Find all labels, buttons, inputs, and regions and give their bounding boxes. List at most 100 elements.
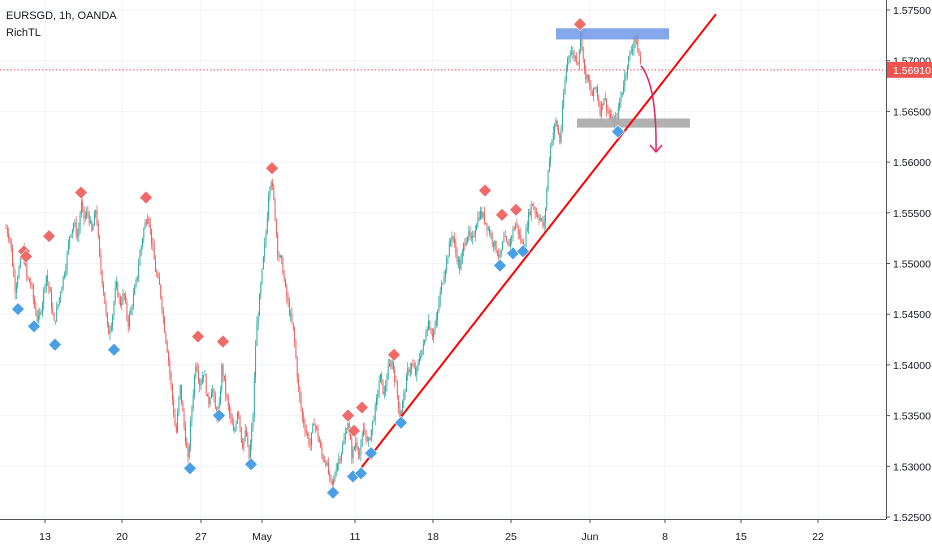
candle <box>632 43 634 56</box>
candle-body <box>535 212 537 215</box>
candle-body <box>199 379 201 386</box>
candle <box>135 277 137 289</box>
swing-high-marker <box>355 400 369 415</box>
candle <box>363 422 364 437</box>
candle <box>435 312 437 328</box>
candle-body <box>593 87 595 96</box>
candle <box>439 287 441 308</box>
candle-body <box>225 379 227 395</box>
candle <box>100 248 102 276</box>
candle-body <box>433 330 435 337</box>
candle-body <box>229 405 231 414</box>
candle <box>530 200 532 222</box>
candle-body <box>437 310 439 320</box>
candle-body <box>483 212 485 223</box>
candle <box>177 408 179 434</box>
candle-body <box>200 383 202 386</box>
candle <box>421 349 423 358</box>
candle-body <box>542 219 544 226</box>
candle <box>383 385 385 399</box>
candle-body <box>82 202 84 207</box>
candle <box>162 306 164 325</box>
candle <box>626 64 628 80</box>
candle-body <box>411 364 413 370</box>
candle-body <box>301 408 303 417</box>
candle <box>308 432 310 448</box>
candle-body <box>619 102 621 107</box>
candle <box>304 418 306 438</box>
candle <box>417 359 419 372</box>
candle-body <box>530 204 532 216</box>
candle <box>126 297 128 322</box>
candle <box>268 191 270 222</box>
candle <box>412 359 414 367</box>
candle <box>129 310 130 331</box>
candle <box>335 463 337 477</box>
candle <box>114 280 116 306</box>
candle <box>110 322 112 333</box>
candle <box>109 325 111 341</box>
candle <box>242 437 244 450</box>
candle-body <box>468 230 470 237</box>
candle-body <box>123 293 125 296</box>
candle-body <box>438 302 440 311</box>
candle <box>404 388 406 400</box>
candle-body <box>381 373 383 380</box>
candle-body <box>321 446 323 456</box>
candle <box>467 236 468 244</box>
candle <box>594 86 596 91</box>
candle-body <box>61 287 63 294</box>
candle-body <box>31 284 33 286</box>
candle-body <box>148 218 150 225</box>
candle <box>103 281 104 297</box>
swing-high-marker <box>216 334 230 349</box>
candle <box>407 362 409 382</box>
candle-body <box>288 302 290 315</box>
candle-body <box>99 236 101 255</box>
candle <box>606 98 608 118</box>
candle <box>373 415 375 423</box>
candle-body <box>69 236 71 244</box>
candle <box>578 49 580 71</box>
candle <box>638 48 640 57</box>
candle-body <box>6 228 8 234</box>
candle-body <box>101 271 103 285</box>
candle-body <box>279 255 281 258</box>
candle-body <box>35 307 37 316</box>
candle <box>261 268 263 285</box>
candle-body <box>541 218 543 220</box>
candle-body <box>421 349 423 357</box>
candle-body <box>114 287 116 303</box>
candle <box>246 426 247 437</box>
candle <box>99 234 101 258</box>
candle <box>178 396 180 417</box>
candle <box>264 237 266 263</box>
candle <box>168 349 169 367</box>
candle <box>151 228 153 250</box>
candle <box>366 435 368 442</box>
candle-body <box>508 245 510 247</box>
candle <box>65 263 67 278</box>
candle-body <box>513 228 515 230</box>
candle-body <box>60 293 62 298</box>
candle <box>84 211 86 222</box>
candle-body <box>525 229 527 248</box>
candle <box>266 211 268 235</box>
candle-body <box>135 280 137 288</box>
candle-body <box>83 206 85 219</box>
candle <box>602 103 604 111</box>
candle-body <box>256 323 258 347</box>
candle <box>134 283 136 296</box>
candle-body <box>558 128 559 135</box>
candle-body <box>473 235 475 237</box>
candle-body <box>520 234 522 242</box>
candle-body <box>26 264 28 277</box>
candle-body <box>498 255 500 258</box>
candle <box>535 207 537 217</box>
candle-body <box>10 238 12 249</box>
candle-body <box>269 187 271 197</box>
candle-body <box>333 480 335 484</box>
candle-body <box>481 210 483 218</box>
